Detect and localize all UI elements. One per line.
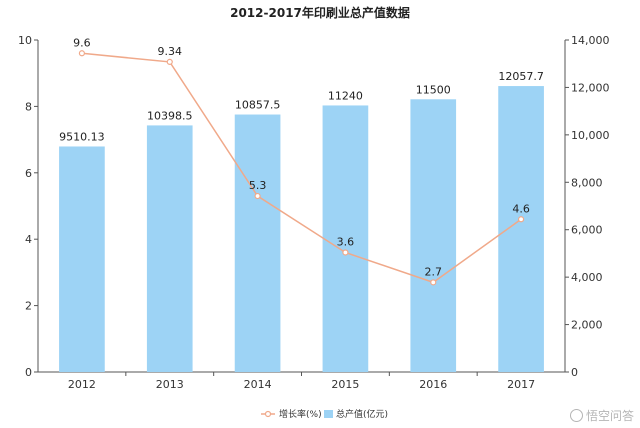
bar-value-label: 10398.5 xyxy=(147,109,193,122)
line-value-label: 5.3 xyxy=(249,179,267,192)
bar-value-label: 12057.7 xyxy=(498,70,544,83)
bar xyxy=(322,105,369,373)
line-value-label: 3.6 xyxy=(337,235,355,248)
x-tick-label: 2015 xyxy=(331,378,359,391)
line-point xyxy=(342,249,349,256)
y-left-tick-label: 4 xyxy=(25,233,32,246)
bar xyxy=(146,125,193,372)
watermark-text: 悟空问答 xyxy=(585,409,634,423)
line-point xyxy=(166,58,173,66)
growth-line xyxy=(81,52,522,284)
x-tick-label: 2012 xyxy=(68,378,96,391)
y-left-tick-label: 2 xyxy=(25,300,32,313)
y-right-tick-label: 2,000 xyxy=(571,319,603,332)
watermark-logo-icon xyxy=(569,409,583,422)
chart-title: 2012-2017年印刷业总产值数据 xyxy=(230,5,410,20)
data-labels: 9510.13 10398.5 10857.5 11240 11500 12057.7 9.… xyxy=(59,36,544,278)
line-value-label: 9.6 xyxy=(73,36,91,49)
bar-value-label: 9510.13 xyxy=(59,130,105,143)
y-right-tick-label: 12,000 xyxy=(571,81,610,94)
bar xyxy=(410,99,457,373)
y-right-tick-label: 4,000 xyxy=(571,271,603,284)
x-tick-label: 2016 xyxy=(419,378,447,391)
bar xyxy=(59,146,105,372)
y-right-tick-label: 6,000 xyxy=(571,224,603,237)
line-value-label: 9.34 xyxy=(158,45,183,58)
line-value-label: 4.6 xyxy=(512,202,530,215)
line-point xyxy=(430,279,437,286)
axes: 0 2 4 6 8 10 0 2,000 4,000 6,000 8,000 10,000 12,000… xyxy=(18,34,610,391)
y-right-tick-label: 14,000 xyxy=(571,34,610,47)
bar-value-label: 10857.5 xyxy=(235,99,281,112)
watermark: 悟空问答 xyxy=(569,407,634,424)
legend: 增长率(%) 总产值(亿元) xyxy=(261,408,388,420)
legend-bar-swatch xyxy=(324,410,333,418)
y-left-tick-label: 6 xyxy=(25,167,32,180)
line-value-label: 2.7 xyxy=(425,265,443,278)
bar xyxy=(498,86,544,373)
y-left-tick-label: 10 xyxy=(18,34,32,47)
y-right-tick-label: 10,000 xyxy=(571,129,610,142)
bar-value-label: 11240 xyxy=(328,89,363,102)
x-tick-label: 2017 xyxy=(507,378,535,391)
y-right-tick-label: 0 xyxy=(571,366,578,379)
x-tick-label: 2013 xyxy=(156,378,184,391)
y-left-tick-label: 0 xyxy=(25,366,32,379)
line-point xyxy=(517,216,525,223)
legend-bar-label: 总产值(亿元) xyxy=(336,408,388,420)
line-point xyxy=(254,192,261,200)
y-left-tick-label: 8 xyxy=(25,100,32,113)
bar-series xyxy=(59,86,544,373)
legend-line-marker xyxy=(264,410,272,418)
bar xyxy=(234,114,281,372)
line-series xyxy=(78,50,525,286)
y-right-tick-label: 8,000 xyxy=(571,176,603,189)
bar-value-label: 11500 xyxy=(416,83,451,96)
line-point xyxy=(78,50,86,57)
legend-line-label: 增长率(%) xyxy=(279,408,322,420)
x-tick-label: 2014 xyxy=(244,378,272,391)
